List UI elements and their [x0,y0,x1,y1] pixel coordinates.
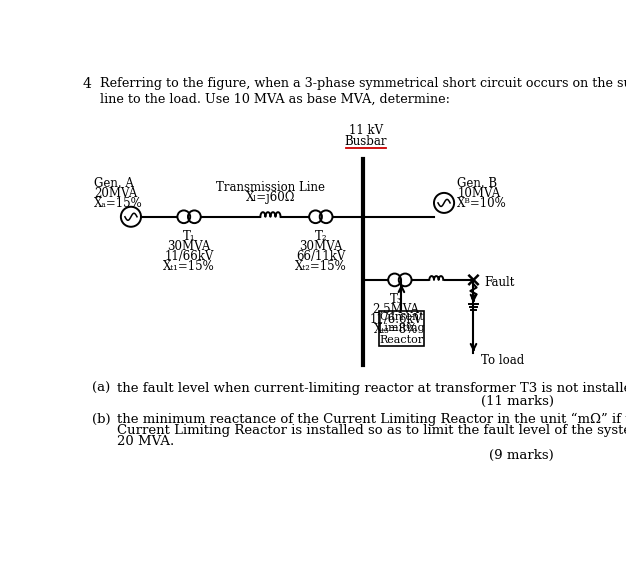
Text: 20MVA: 20MVA [94,187,137,200]
Text: Reactor: Reactor [379,335,423,345]
Text: 20 MVA.: 20 MVA. [117,435,174,448]
Text: 30MVA: 30MVA [299,240,342,253]
Text: T₂: T₂ [314,230,327,243]
Text: Xₜ₃=8%: Xₜ₃=8% [374,323,418,336]
Text: Limiting: Limiting [377,323,425,333]
Text: Transmission Line: Transmission Line [216,181,325,194]
Text: the fault level when current-limiting reactor at transformer T3 is not installed: the fault level when current-limiting re… [117,382,626,395]
Text: Xᴮ=10%: Xᴮ=10% [457,197,507,210]
Text: Current Limiting Reactor is installed so as to limit the fault level of the syst: Current Limiting Reactor is installed so… [117,424,626,437]
Text: Current: Current [379,312,424,321]
Text: 30MVA: 30MVA [167,240,211,253]
Text: (b): (b) [92,413,111,426]
Text: 10MVA: 10MVA [457,187,500,200]
Text: Referring to the figure, when a 3-phase symmetrical short circuit occurs on the : Referring to the figure, when a 3-phase … [100,77,626,106]
Bar [379,311,424,346]
Text: Xₜ₁=15%: Xₜ₁=15% [163,260,215,273]
Text: To load: To load [481,354,525,367]
Text: 66/11kV: 66/11kV [296,250,346,263]
Text: (11 marks): (11 marks) [481,395,554,408]
Text: T₃: T₃ [390,293,403,306]
Text: 11 kV: 11 kV [349,124,383,137]
Text: the minimum reactance of the Current Limiting Reactor in the unit “mΩ” if the: the minimum reactance of the Current Lim… [117,413,626,427]
Text: Busbar: Busbar [344,135,387,148]
Text: Fault: Fault [485,277,515,290]
Text: (9 marks): (9 marks) [490,449,554,462]
Text: 11/66kV: 11/66kV [165,250,213,263]
Text: Gen. B: Gen. B [457,177,497,190]
Text: Gen. A: Gen. A [94,177,133,190]
Text: (a): (a) [92,382,110,395]
Text: 4: 4 [83,77,92,91]
Text: 11/6.6kV: 11/6.6kV [369,313,423,326]
Text: Xₗ=j60Ω: Xₗ=j60Ω [245,191,295,204]
Text: 2.5MVA: 2.5MVA [372,303,419,316]
Text: T₁: T₁ [183,230,195,243]
Text: Xₐ=15%: Xₐ=15% [94,197,143,210]
Text: Xₜ₂=15%: Xₜ₂=15% [295,260,347,273]
